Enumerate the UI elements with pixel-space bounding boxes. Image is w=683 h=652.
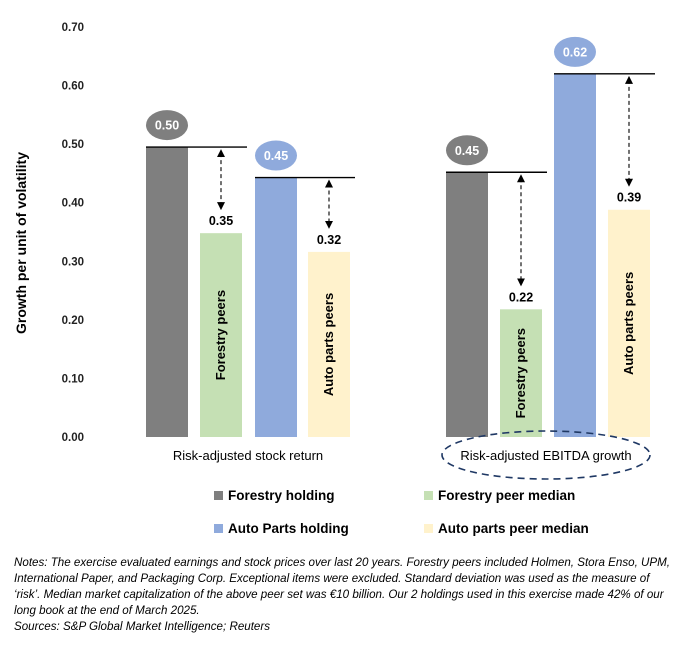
legend-swatch — [214, 491, 223, 500]
y-tick-label: 0.30 — [62, 256, 84, 268]
bar-inside-label: Auto parts peers — [321, 293, 336, 396]
legend-label: Auto parts peer median — [438, 521, 589, 536]
y-tick-label: 0.20 — [62, 315, 84, 327]
peer-value-label: 0.32 — [317, 233, 341, 247]
value-bubble-label: 0.45 — [455, 144, 479, 158]
bars: Forestry peers Auto parts peers Forestry p… — [146, 73, 650, 438]
y-tick-label: 0.50 — [62, 139, 84, 151]
bar — [500, 309, 542, 437]
legend-label: Forestry holding — [228, 488, 335, 503]
value-bubble — [255, 140, 297, 171]
y-axis-label: Growth per unit of volatility — [13, 152, 29, 334]
bar — [446, 172, 488, 437]
group-label: Risk-adjusted stock return — [173, 448, 323, 463]
legend-swatch — [424, 491, 433, 500]
y-tick-label: 0.10 — [62, 373, 84, 385]
bar — [146, 147, 188, 438]
value-bubble-label: 0.45 — [264, 149, 288, 163]
bar — [200, 233, 242, 437]
group-label: Risk-adjusted EBITDA growth — [460, 448, 631, 463]
legend-swatch — [214, 524, 223, 533]
bar — [608, 209, 650, 437]
annotations: 0.50 0.35 0.45 0.32 0.45 0.22 0.62 0.39 — [146, 36, 655, 304]
legend-swatch — [424, 524, 433, 533]
notes-text: Notes: The exercise evaluated earnings a… — [14, 556, 670, 617]
bar — [255, 177, 297, 437]
group-labels: Risk-adjusted stock return Risk-adjusted … — [173, 430, 651, 480]
legend-item-forestry-holding: Forestry holding — [214, 488, 335, 503]
highlight-ellipse — [441, 430, 651, 480]
y-axis-ticks: 0.00 0.10 0.20 0.30 0.40 0.50 0.60 0.70 — [62, 22, 84, 444]
legend-label: Forestry peer median — [438, 488, 576, 503]
value-bubble-label: 0.62 — [563, 45, 587, 59]
legend-item-auto-parts-peer-median: Auto parts peer median — [424, 521, 589, 536]
bar-inside-label: Auto parts peers — [621, 272, 636, 375]
value-bubble — [446, 135, 488, 166]
bar-inside-label: Forestry peers — [513, 328, 528, 418]
value-bubble — [146, 110, 188, 141]
value-bubble-label: 0.50 — [155, 119, 179, 133]
y-tick-label: 0.60 — [62, 81, 84, 93]
bar — [308, 251, 350, 437]
peer-value-label: 0.39 — [617, 191, 641, 205]
sources-text: Sources: S&P Global Market Intelligence;… — [14, 620, 271, 633]
y-tick-label: 0.00 — [62, 432, 84, 444]
value-bubble — [554, 36, 596, 67]
legend-item-auto-parts-holding: Auto Parts holding — [214, 521, 349, 536]
y-tick-label: 0.70 — [62, 22, 84, 34]
y-tick-label: 0.40 — [62, 198, 84, 210]
legend-item-forestry-peer-median: Forestry peer median — [424, 488, 575, 503]
peer-value-label: 0.35 — [209, 214, 233, 228]
notes: Notes: The exercise evaluated earnings a… — [14, 555, 674, 635]
bar — [554, 73, 596, 437]
peer-value-label: 0.22 — [509, 290, 533, 304]
bar-inside-label: Forestry peers — [213, 290, 228, 380]
legend-label: Auto Parts holding — [228, 521, 349, 536]
bar-chart: Growth per unit of volatility 0.000.100.… — [13, 22, 655, 480]
